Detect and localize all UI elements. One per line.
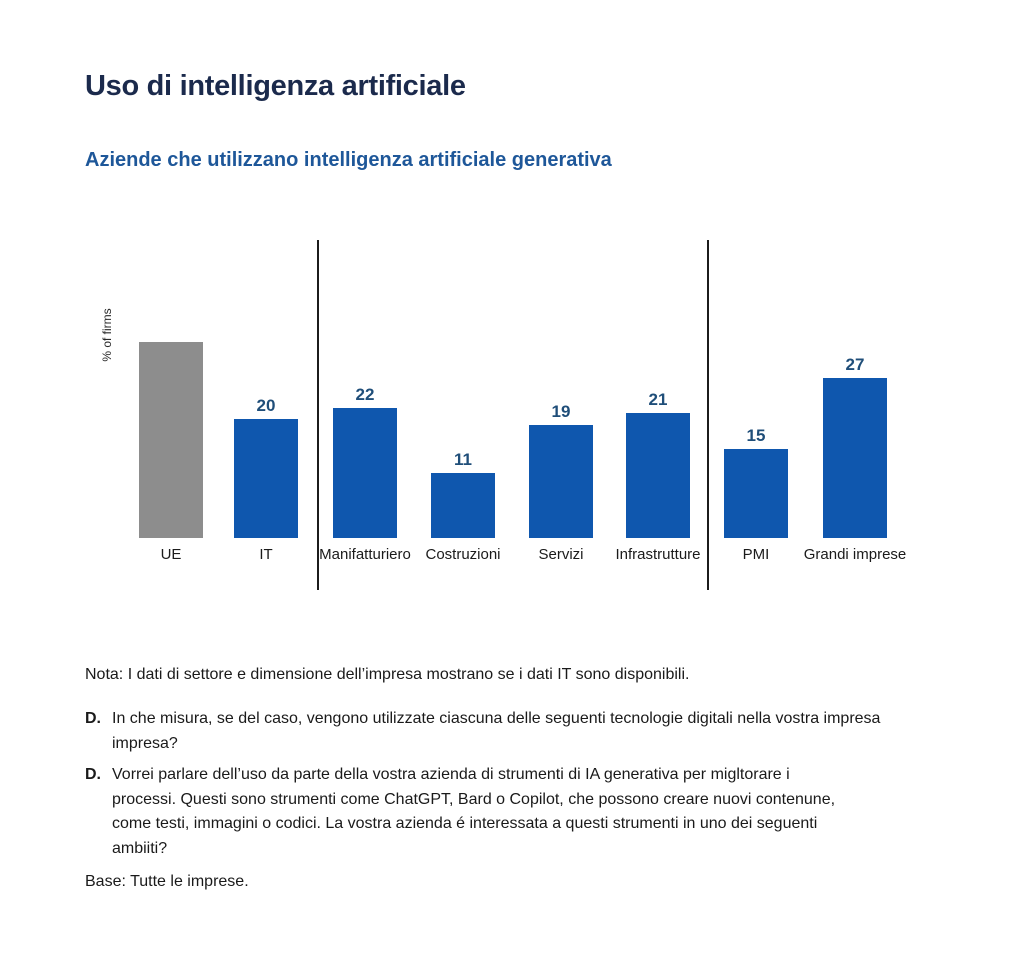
bar-value-label-pmi: 15 <box>746 426 766 445</box>
bar-category-label-grandi-imprese: Grandi imprese <box>803 545 907 563</box>
bar-manifatturiero <box>333 408 397 538</box>
bar-value-label-it: 20 <box>256 396 276 415</box>
bar-column-grandi-imprese: 27 Grandi imprese <box>804 240 907 570</box>
note-text: Nota: I dati di settore e dimensione del… <box>85 666 690 683</box>
bar-column-costruzioni: 11 Costruzioni <box>415 240 511 570</box>
chart-subtitle: Aziende che utilizzano intelligenza arti… <box>85 149 612 171</box>
bar-category-label-it: IT <box>259 545 273 563</box>
bar-value-label-costruzioni: 11 <box>454 450 472 469</box>
bar-value-label-servizi: 19 <box>551 402 571 421</box>
bar-column-ue: UE <box>123 240 219 570</box>
bar-category-label-manifatturiero: Manifatturiero <box>319 545 411 563</box>
bar-pmi <box>724 449 788 538</box>
bar-it <box>234 419 298 538</box>
bar-column-manifatturiero: 22 Manifatturiero <box>317 240 413 570</box>
bar-column-pmi: 15 PMI <box>708 240 804 570</box>
bar-ue <box>139 342 203 538</box>
page-title: Uso di intelligenza artificiale <box>85 70 466 102</box>
bar-category-label-servizi: Servizi <box>538 545 584 563</box>
bar-value-label-infrastrutture: 21 <box>648 390 668 409</box>
bar-column-servizi: 19 Servizi <box>513 240 609 570</box>
question-2-text: Vorrei parlare dell’uso da parte della v… <box>112 766 836 857</box>
question-1-text: In che misura, se del caso, vengono util… <box>112 710 881 752</box>
bar-infrastrutture <box>626 413 690 538</box>
question-2: D. Vorrei parlare dell’uso da parte dell… <box>85 763 985 861</box>
bar-category-label-ue: UE <box>160 545 182 563</box>
question-2-label: D. <box>85 766 101 783</box>
bar-chart: % of firms UE 20 IT 22 Manifatturiero 11 Costr… <box>0 240 1010 590</box>
bar-grandi-imprese <box>823 378 887 538</box>
bar-servizi <box>529 425 593 538</box>
bar-column-it: 20 IT <box>218 240 314 570</box>
bar-costruzioni <box>431 473 495 538</box>
bar-category-label-pmi: PMI <box>742 545 770 563</box>
bar-value-label-manifatturiero: 22 <box>355 385 375 404</box>
group-divider-2 <box>707 240 709 590</box>
bar-category-label-infrastrutture: Infrastrutture <box>615 545 701 563</box>
base-text: Base: Tutte le imprese. <box>85 873 249 890</box>
group-divider-1 <box>317 240 319 590</box>
question-1: D. In che misura, se del caso, vengono u… <box>85 707 985 756</box>
bar-value-label-grandi-imprese: 27 <box>845 355 865 374</box>
bar-column-infrastrutture: 21 Infrastrutture <box>610 240 706 570</box>
y-axis-label: % of firms <box>100 308 114 362</box>
bar-category-label-costruzioni: Costruzioni <box>425 545 501 563</box>
question-1-label: D. <box>85 710 101 727</box>
